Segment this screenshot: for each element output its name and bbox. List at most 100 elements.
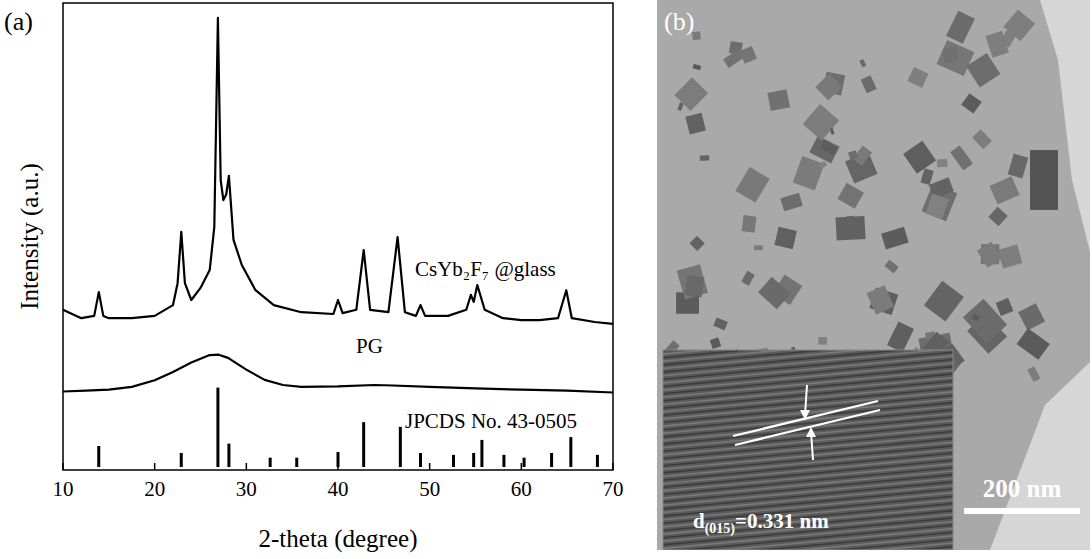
reference-peak bbox=[419, 453, 422, 467]
reference-peak bbox=[269, 458, 272, 467]
nanocrystal bbox=[861, 75, 877, 93]
fringe bbox=[663, 380, 953, 408]
xrd-trace bbox=[63, 355, 613, 393]
inset-frame bbox=[663, 350, 953, 550]
nanocrystal bbox=[1018, 303, 1045, 330]
figure: 102030405060702-theta (degree)Intensity … bbox=[0, 0, 1092, 559]
x-axis-title: 2-theta (degree) bbox=[259, 525, 418, 553]
x-tick bbox=[62, 463, 64, 470]
nanocrystal bbox=[848, 150, 858, 160]
tem-image: d(015)=0.331 nm200 nm bbox=[657, 0, 1090, 550]
fringe bbox=[663, 434, 953, 462]
fringe bbox=[663, 398, 953, 426]
fringe bbox=[663, 370, 953, 398]
fringe bbox=[663, 445, 953, 473]
x-tick-label: 40 bbox=[328, 477, 349, 501]
nanocrystal bbox=[742, 215, 757, 233]
plot-marks bbox=[63, 18, 613, 467]
fringe bbox=[663, 546, 953, 550]
nanocrystal bbox=[685, 113, 706, 135]
fringe bbox=[663, 384, 953, 412]
nanocrystal bbox=[713, 317, 728, 330]
x-tick bbox=[246, 463, 248, 470]
nanocrystal bbox=[867, 285, 895, 314]
nanocrystal bbox=[972, 129, 992, 149]
fringe bbox=[663, 366, 953, 394]
lattice-fringes bbox=[663, 350, 953, 550]
panel-label: (a) bbox=[4, 7, 33, 36]
fringe bbox=[663, 452, 953, 480]
nanocrystal bbox=[924, 281, 964, 322]
nanocrystal bbox=[961, 93, 982, 113]
reference-peak bbox=[452, 455, 455, 467]
fringe bbox=[663, 481, 953, 509]
fringe-marker bbox=[735, 410, 880, 445]
reference-peak bbox=[216, 388, 219, 467]
nanocrystal bbox=[690, 236, 705, 251]
nanocrystal bbox=[809, 136, 839, 164]
y-axis-title: Intensity (a.u.) bbox=[16, 163, 44, 309]
nanocrystal bbox=[815, 74, 842, 101]
nanocrystal bbox=[818, 161, 827, 169]
fringe bbox=[663, 438, 953, 466]
lattice-spacing: =0.331 nm bbox=[735, 509, 829, 533]
fringe bbox=[663, 463, 953, 491]
nanocrystal bbox=[780, 193, 803, 212]
nanocrystal bbox=[758, 277, 791, 309]
series-label: PG bbox=[356, 334, 383, 358]
fringe bbox=[663, 456, 953, 484]
lattice-subscript: (015) bbox=[705, 521, 736, 537]
fringe bbox=[663, 402, 953, 430]
nanocrystal bbox=[921, 168, 934, 185]
fringe bbox=[663, 352, 953, 380]
nanocrystal bbox=[677, 102, 683, 111]
nanocrystal bbox=[1027, 366, 1040, 382]
glass-flake bbox=[657, 0, 1090, 550]
reference-peak bbox=[180, 453, 183, 467]
reference-peak bbox=[227, 444, 230, 467]
fringe bbox=[663, 377, 953, 405]
x-tick-label: 50 bbox=[419, 477, 440, 501]
fringe bbox=[663, 470, 953, 498]
nanocrystal bbox=[859, 59, 866, 68]
x-tick bbox=[429, 463, 431, 470]
fringe bbox=[663, 542, 953, 550]
fringe bbox=[663, 409, 953, 437]
hrtem-inset bbox=[660, 276, 960, 550]
panel-label: (b) bbox=[664, 7, 694, 36]
nanocrystal bbox=[989, 176, 1019, 204]
fringe bbox=[663, 373, 953, 401]
nanocrystal bbox=[903, 141, 936, 174]
fringe bbox=[663, 449, 953, 477]
nanocrystal bbox=[966, 53, 1000, 88]
nanocrystal bbox=[950, 145, 973, 170]
arrow-head bbox=[806, 427, 816, 437]
nanocrystal bbox=[1008, 154, 1028, 179]
fringe bbox=[663, 478, 953, 506]
nanocrystal bbox=[971, 314, 979, 322]
x-tick bbox=[521, 463, 523, 470]
scale-bar bbox=[964, 508, 1080, 514]
nanocrystal bbox=[847, 216, 854, 225]
reference-peak bbox=[295, 458, 298, 467]
reference-peak bbox=[502, 455, 505, 467]
reference-peak bbox=[97, 446, 100, 467]
nanocrystal bbox=[946, 11, 975, 44]
fringe bbox=[663, 362, 953, 390]
nanocrystal bbox=[988, 207, 1007, 226]
fringe bbox=[663, 420, 953, 448]
fringe bbox=[663, 510, 953, 538]
nanocrystal bbox=[937, 159, 948, 167]
nanocrystal bbox=[774, 227, 796, 249]
reference-peak bbox=[480, 440, 483, 467]
nanocrystal bbox=[836, 216, 866, 240]
x-tick-label: 30 bbox=[236, 477, 257, 501]
plot-frame bbox=[63, 3, 613, 470]
lattice-symbol: d bbox=[693, 509, 705, 533]
lattice-label: d(015)=0.331 nm bbox=[693, 509, 829, 537]
nanocrystal bbox=[996, 298, 1014, 316]
nanocrystal bbox=[685, 275, 705, 297]
nanocrystal bbox=[884, 260, 898, 274]
reference-peak bbox=[596, 455, 599, 467]
nanocrystal bbox=[977, 242, 1002, 268]
